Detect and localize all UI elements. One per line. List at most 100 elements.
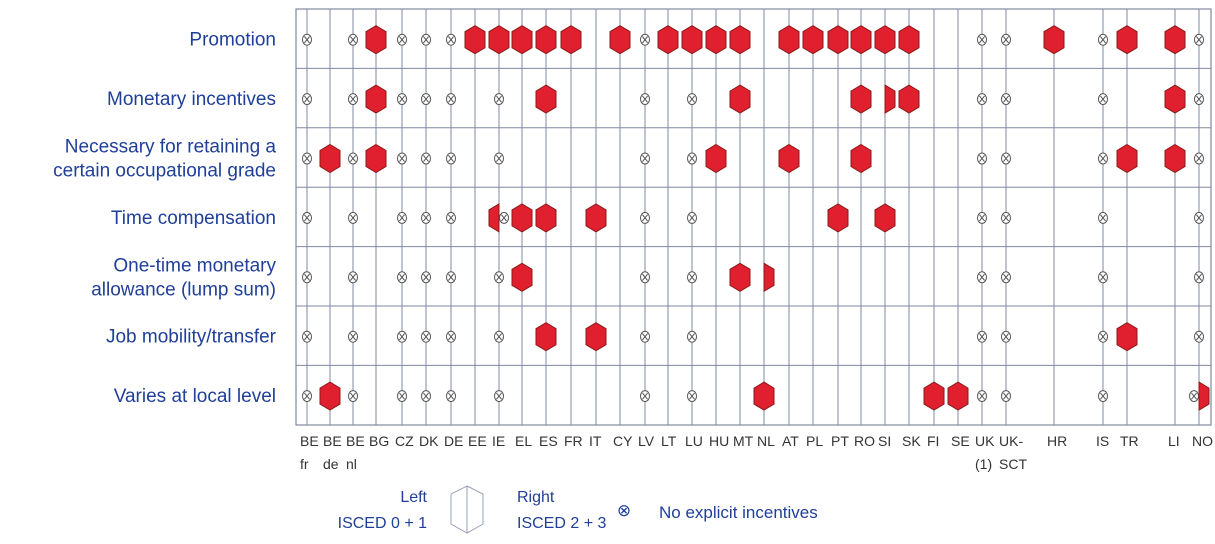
incentive-mark-both [464, 25, 486, 55]
no-incentive-mark [421, 330, 431, 343]
incentive-mark-both [753, 381, 775, 411]
no-incentive-mark [446, 330, 456, 343]
country-label: BE [300, 433, 319, 449]
legend-left-line1: Left [400, 489, 427, 506]
country-label: DK [419, 433, 439, 449]
no-incentive-mark [1194, 211, 1204, 224]
no-incentive-mark [1194, 93, 1204, 106]
incentive-mark-both [1116, 322, 1138, 352]
no-incentive-mark [1001, 33, 1011, 46]
incentive-mark-both [365, 25, 387, 55]
no-incentive-mark [421, 152, 431, 165]
incentive-mark-both [827, 203, 849, 233]
incentive-mark-both [827, 25, 849, 55]
no-incentive-mark [494, 93, 504, 106]
incentive-mark-both [729, 25, 751, 55]
no-incentive-mark [302, 211, 312, 224]
row-label: Varies at local level [114, 386, 276, 407]
country-label: NL [757, 433, 775, 449]
country-label: BE [323, 433, 342, 449]
no-incentive-mark [397, 211, 407, 224]
no-incentive-mark [1098, 93, 1108, 106]
no-incentive-mark [1189, 390, 1199, 403]
no-incentive-mark [1098, 33, 1108, 46]
incentive-mark-both [705, 143, 727, 174]
country-label: IS [1096, 433, 1109, 449]
incentive-mark-right [884, 84, 896, 114]
incentive-mark-both [874, 25, 896, 55]
incentive-mark-both [1164, 84, 1186, 114]
no-incentive-mark [397, 152, 407, 165]
no-incentive-mark [977, 33, 987, 46]
country-label: RO [854, 433, 875, 449]
no-incentive-mark [977, 271, 987, 284]
no-incentive-mark [687, 211, 697, 224]
country-label: FI [927, 433, 939, 449]
incentive-mark-both [874, 203, 896, 233]
incentive-mark-both [898, 84, 920, 114]
country-label: PT [831, 433, 849, 449]
no-incentive-mark [977, 211, 987, 224]
country-label: SK [902, 433, 921, 449]
no-incentive-mark [1098, 330, 1108, 343]
no-incentive-mark [687, 93, 697, 106]
no-incentive-mark [397, 271, 407, 284]
incentive-mark-both [319, 381, 341, 411]
no-incentive-mark [977, 330, 987, 343]
no-incentive-mark [494, 330, 504, 343]
country-label: BE [346, 433, 365, 449]
no-incentive-mark [1194, 152, 1204, 165]
incentive-mark-both [365, 143, 387, 174]
incentive-mark-both [488, 25, 510, 55]
incentive-mark-both [850, 143, 872, 174]
country-label: HU [709, 433, 729, 449]
incentive-mark-both [319, 143, 341, 174]
no-incentive-mark [494, 152, 504, 165]
country-sublabel: fr [300, 456, 309, 472]
grid-frame [295, 8, 1212, 426]
row-label: Promotion [189, 30, 276, 51]
legend-hexagon-icon [450, 485, 484, 534]
incentive-mark-both [585, 203, 607, 233]
country-label: LU [685, 433, 703, 449]
row-label: certain occupational grade [53, 161, 276, 182]
no-incentive-mark [348, 33, 358, 46]
no-incentive-mark [397, 33, 407, 46]
country-label: SI [878, 433, 891, 449]
row-label: Time compensation [111, 208, 276, 229]
incentive-mark-both [681, 25, 703, 55]
no-incentive-mark [640, 390, 650, 403]
no-incentive-mark [687, 390, 697, 403]
no-incentive-mark [348, 93, 358, 106]
incentive-mark-both [898, 25, 920, 55]
country-label: CZ [395, 433, 414, 449]
no-incentive-mark [1001, 271, 1011, 284]
country-label: DE [444, 433, 463, 449]
chart-marks [302, 25, 1210, 411]
no-incentive-mark [1001, 390, 1011, 403]
no-incentive-mark [499, 211, 509, 224]
no-incentive-mark [348, 390, 358, 403]
no-incentive-mark [397, 330, 407, 343]
no-incentive-mark [302, 93, 312, 106]
incentive-mark-both [729, 262, 751, 292]
no-incentive-mark [640, 271, 650, 284]
country-label: TR [1120, 433, 1139, 449]
country-sublabel: SCT [999, 456, 1027, 472]
no-incentive-mark [446, 211, 456, 224]
incentive-mark-both [850, 84, 872, 114]
no-incentive-mark [397, 390, 407, 403]
no-incentive-mark [640, 33, 650, 46]
incentive-mark-right [763, 262, 775, 293]
country-sublabel: (1) [975, 456, 992, 472]
no-incentive-mark [397, 93, 407, 106]
country-label: HR [1047, 433, 1067, 449]
country-label: IT [589, 433, 602, 449]
country-label: LV [638, 433, 655, 449]
country-label: AT [782, 433, 799, 449]
incentive-mark-both [1116, 143, 1138, 174]
incentive-mark-both [535, 25, 557, 55]
country-label: EL [515, 433, 532, 449]
